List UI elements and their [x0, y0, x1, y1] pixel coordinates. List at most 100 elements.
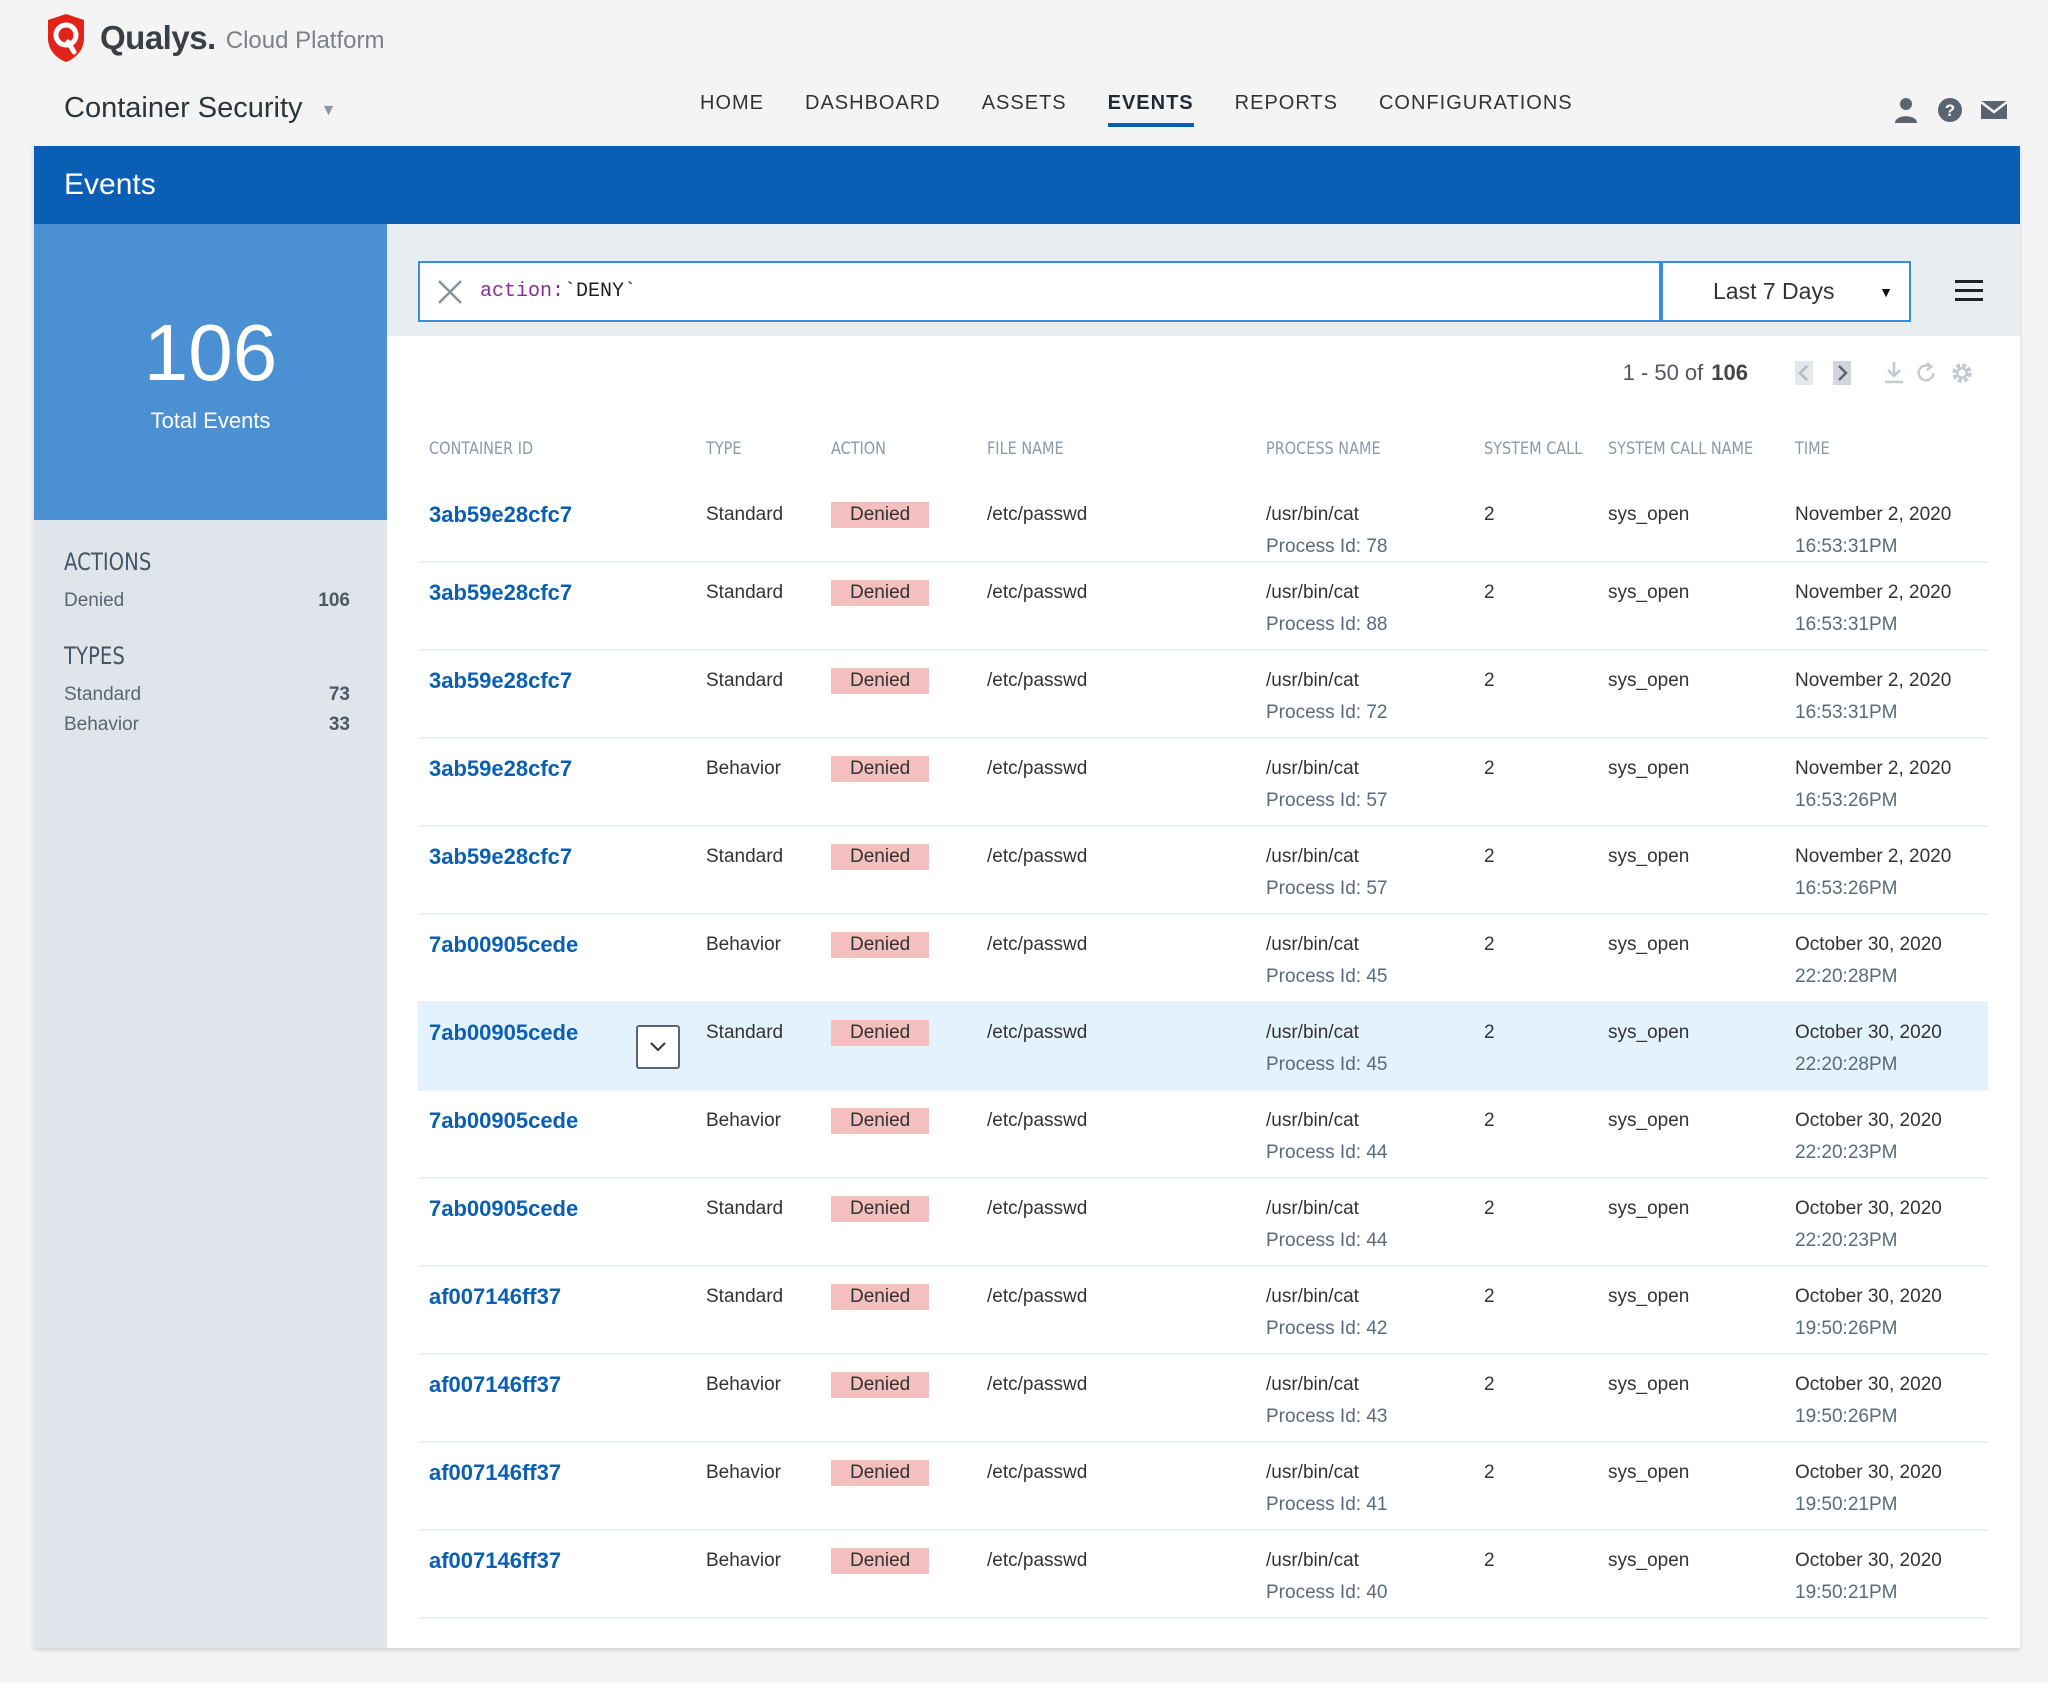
- cell-system-call: 2: [1484, 1266, 1608, 1355]
- cell-process-name: /usr/bin/cat Process Id: 44: [1266, 1090, 1484, 1179]
- cell-action: Denied: [831, 914, 987, 1003]
- cell-file-name: /etc/passwd: [987, 1530, 1266, 1619]
- table-row[interactable]: 7ab00905cede Behavior Denied/etc/passwd/us…: [418, 914, 1988, 1003]
- container-id-link[interactable]: 3ab59e28cfc7: [429, 580, 573, 605]
- nav-item-dashboard[interactable]: DASHBOARD: [805, 92, 941, 114]
- nav-item-home[interactable]: HOME: [700, 92, 764, 114]
- table-row[interactable]: 3ab59e28cfc7 Behavior Denied/etc/passwd/us…: [418, 738, 1988, 827]
- cell-system-call: 2: [1484, 1530, 1608, 1619]
- facet-item-behavior[interactable]: Behavior 33: [64, 714, 350, 736]
- next-page-icon[interactable]: [1830, 360, 1854, 386]
- table-row[interactable]: af007146ff37 Behavior Denied/etc/passwd/us…: [418, 1530, 1988, 1619]
- search-input[interactable]: action:`DENY`: [418, 261, 1661, 322]
- table-row[interactable]: 3ab59e28cfc7 Standard Denied/etc/passwd/us…: [418, 650, 1988, 739]
- nav-item-assets[interactable]: ASSETS: [981, 92, 1067, 114]
- event-time: 16:53:31PM: [1795, 536, 1898, 557]
- column-header-label: CONTAINER ID: [429, 438, 534, 459]
- nav-item-events[interactable]: EVENTS: [1107, 92, 1194, 127]
- cell-system-call-name: sys_open: [1608, 1178, 1795, 1267]
- cell-container-id: 3ab59e28cfc7: [418, 562, 706, 651]
- process-name: /usr/bin/cat: [1266, 934, 1359, 955]
- previous-page-icon[interactable]: [1792, 360, 1816, 386]
- column-header-label: FILE NAME: [987, 438, 1064, 459]
- process-id: Process Id: 42: [1266, 1318, 1388, 1339]
- event-time: 16:53:26PM: [1795, 790, 1898, 811]
- table-row[interactable]: 7ab00905cede Behavior Denied/etc/passwd/us…: [418, 1090, 1988, 1179]
- container-id-link[interactable]: 3ab59e28cfc7: [429, 844, 573, 869]
- event-date: November 2, 2020: [1795, 504, 1952, 525]
- table-row[interactable]: 7ab00905cede Standard Denied/etc/passwd/us…: [418, 1178, 1988, 1267]
- table-row[interactable]: 3ab59e28cfc7 Standard Denied/etc/passwd/us…: [418, 826, 1988, 915]
- search-query: action:`DENY`: [480, 280, 636, 303]
- column-header-type[interactable]: TYPE: [706, 424, 831, 475]
- column-header-system-call[interactable]: SYSTEM CALL: [1484, 424, 1608, 475]
- cell-system-call-name: sys_open: [1608, 1090, 1795, 1179]
- clear-search-icon[interactable]: [420, 279, 480, 305]
- column-header-time[interactable]: TIME: [1795, 424, 1988, 475]
- column-header-file-name[interactable]: FILE NAME: [987, 424, 1266, 475]
- facet-item-denied[interactable]: Denied 106: [64, 590, 350, 612]
- table-row[interactable]: af007146ff37 Behavior Denied/etc/passwd/us…: [418, 1354, 1988, 1443]
- cell-process-name: /usr/bin/cat Process Id: 57: [1266, 738, 1484, 827]
- brand[interactable]: Qualys. Cloud Platform: [44, 12, 384, 64]
- table-row[interactable]: af007146ff37 Behavior Denied/etc/passwd/us…: [418, 1442, 1988, 1531]
- action-badge: Denied: [831, 932, 930, 958]
- container-id-link[interactable]: 7ab00905cede: [429, 1020, 579, 1045]
- container-id-link[interactable]: af007146ff37: [429, 1284, 562, 1309]
- table-row[interactable]: 7ab00905cede Standard Denied/etc/passwd/us…: [418, 1002, 1988, 1091]
- column-header-action[interactable]: ACTION: [831, 424, 987, 475]
- facet-item-label: Denied: [64, 590, 125, 611]
- table-row[interactable]: 3ab59e28cfc7 Standard Denied/etc/passwd/us…: [418, 463, 1988, 563]
- cell-process-name: /usr/bin/cat Process Id: 42: [1266, 1266, 1484, 1355]
- app-switcher[interactable]: Container Security ▼: [64, 92, 336, 125]
- container-id-link[interactable]: 3ab59e28cfc7: [429, 668, 573, 693]
- page-title: Events: [34, 146, 2020, 224]
- cell-container-id: 3ab59e28cfc7: [418, 826, 706, 915]
- help-icon[interactable]: ?: [1936, 96, 1964, 124]
- mail-icon[interactable]: [1980, 96, 2008, 124]
- event-type: Behavior: [706, 934, 781, 955]
- cell-process-name: /usr/bin/cat Process Id: 45: [1266, 914, 1484, 1003]
- nav-item-configurations[interactable]: CONFIGURATIONS: [1378, 92, 1573, 114]
- container-id-link[interactable]: 3ab59e28cfc7: [429, 756, 573, 781]
- date-range-select[interactable]: Last 7 Days ▼: [1661, 261, 1911, 322]
- menu-icon[interactable]: [1955, 280, 1983, 307]
- cell-process-name: /usr/bin/cat Process Id: 43: [1266, 1354, 1484, 1443]
- column-header-process-name[interactable]: PROCESS NAME: [1266, 424, 1484, 475]
- nav-item-reports[interactable]: REPORTS: [1234, 92, 1338, 114]
- chevron-down-icon[interactable]: [636, 1025, 680, 1069]
- cell-system-call-name: sys_open: [1608, 1442, 1795, 1531]
- cell-container-id: 7ab00905cede: [418, 1090, 706, 1179]
- download-icon[interactable]: [1882, 360, 1906, 386]
- event-date: October 30, 2020: [1795, 1022, 1942, 1043]
- container-id-link[interactable]: 3ab59e28cfc7: [429, 502, 573, 527]
- container-id-link[interactable]: 7ab00905cede: [429, 1108, 579, 1133]
- container-id-link[interactable]: af007146ff37: [429, 1548, 562, 1573]
- container-id-link[interactable]: af007146ff37: [429, 1460, 562, 1485]
- gear-icon[interactable]: [1950, 360, 1974, 386]
- table-row[interactable]: 3ab59e28cfc7 Standard Denied/etc/passwd/us…: [418, 562, 1988, 651]
- column-header-label: PROCESS NAME: [1266, 438, 1381, 459]
- facet-item-standard[interactable]: Standard 73: [64, 684, 350, 706]
- cell-container-id: af007146ff37: [418, 1266, 706, 1355]
- column-header-system-call-name[interactable]: SYSTEM CALL NAME: [1608, 424, 1795, 475]
- action-badge: Denied: [831, 502, 930, 528]
- system-call-name: sys_open: [1608, 1022, 1690, 1043]
- column-header-container-id[interactable]: CONTAINER ID: [418, 424, 706, 475]
- cell-container-id: 7ab00905cede: [418, 914, 706, 1003]
- cell-process-name: /usr/bin/cat Process Id: 72: [1266, 650, 1484, 739]
- table-row[interactable]: af007146ff37 Standard Denied/etc/passwd/us…: [418, 1266, 1988, 1355]
- cell-time: November 2, 2020 16:53:26PM: [1795, 826, 1988, 915]
- user-icon[interactable]: [1892, 96, 1920, 124]
- system-call-name: sys_open: [1608, 1374, 1690, 1395]
- cell-system-call: 2: [1484, 1442, 1608, 1531]
- cell-file-name: /etc/passwd: [987, 463, 1266, 563]
- container-id-link[interactable]: 7ab00905cede: [429, 1196, 579, 1221]
- container-id-link[interactable]: 7ab00905cede: [429, 932, 579, 957]
- cell-action: Denied: [831, 826, 987, 915]
- cell-type: Standard: [706, 463, 831, 563]
- refresh-icon[interactable]: [1914, 360, 1938, 386]
- cell-time: October 30, 2020 22:20:28PM: [1795, 914, 1988, 1003]
- container-id-link[interactable]: af007146ff37: [429, 1372, 562, 1397]
- file-name: /etc/passwd: [987, 1022, 1088, 1043]
